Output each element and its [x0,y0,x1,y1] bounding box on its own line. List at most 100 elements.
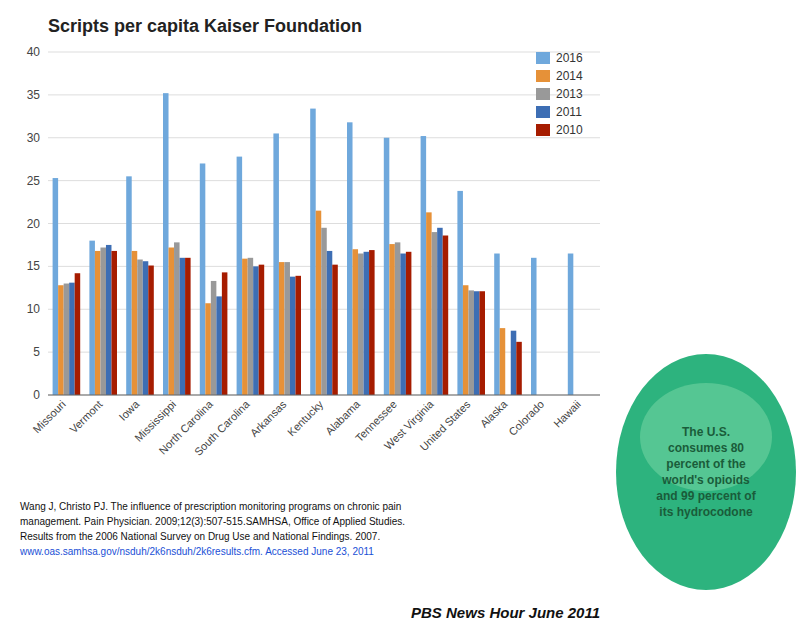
bar [511,331,517,395]
bar [421,136,427,395]
bar [180,258,186,395]
bar [64,284,70,395]
footnote: Wang J, Christo PJ. The influence of pre… [20,501,401,512]
bar [205,303,211,395]
annotation-line: The U.S. [682,425,730,439]
legend-swatch [536,106,550,118]
bar [468,290,474,395]
bar [479,291,485,395]
bar [169,248,175,395]
bar [457,191,463,395]
bar [290,277,296,395]
bar [216,296,222,395]
bar [310,109,316,395]
bar [500,328,506,395]
y-tick-label: 40 [27,45,41,59]
bar [463,285,469,395]
bar [295,276,301,395]
bar [437,228,443,395]
x-axis-line [48,395,600,396]
bar [369,250,375,395]
bars [53,93,574,395]
annotation-line: and 99 percent of [656,489,756,503]
bar [321,228,327,395]
annotation-line: its hydrocodone [659,505,753,519]
bar [126,176,132,395]
footnotes: Wang J, Christo PJ. The influence of pre… [19,501,405,557]
x-tick-label: South Carolina [192,397,253,458]
annotation-highlight [640,383,772,491]
x-axis: MissouriVermontIowaMississippiNorth Caro… [30,397,583,458]
grid-line [48,395,600,396]
bar [358,254,364,395]
chart: Scripts per capita Kaiser Foundation0510… [0,0,802,639]
bar [395,242,401,395]
legend-label: 2014 [556,69,583,83]
y-axis: 0510152025303540 [27,45,600,402]
bar [185,258,191,395]
footnote: Results from the 2006 National Survey on… [20,531,380,542]
legend-label: 2010 [556,123,583,137]
bar [69,283,75,395]
bar [53,178,59,395]
bar [327,251,333,395]
bar [143,261,149,395]
legend: 20162014201320112010 [536,51,583,137]
bar [163,93,169,395]
bar [316,211,322,395]
legend-label: 2016 [556,51,583,65]
y-tick-label: 5 [33,345,40,359]
bar [347,122,353,395]
x-tick-label: United States [417,398,473,454]
footnote: management. Pain Physician. 2009;12(3):5… [20,516,405,527]
bar [106,245,112,395]
bar [253,266,259,395]
y-tick-label: 20 [27,217,41,231]
x-tick-label: Alaska [478,397,510,429]
title: Scripts per capita Kaiser Foundation [48,16,362,36]
x-tick-label: Arkansas [248,398,289,439]
bar [237,157,243,395]
grid-line [48,94,600,95]
bar [474,291,480,395]
bar [279,262,285,395]
bar [259,265,265,395]
bar [426,212,432,395]
legend-swatch [536,70,550,82]
bar [494,254,500,395]
bar [389,244,395,395]
annotation-bubble: The U.S.consumes 80percent of theworld's… [616,354,796,590]
legend-swatch [536,52,550,64]
bar [111,251,117,395]
annotation-line: percent of the [666,457,746,471]
bar [242,259,248,395]
legend-label: 2013 [556,87,583,101]
bar [222,272,228,395]
bar [516,342,522,395]
x-tick-label: Vermont [67,398,104,435]
bar [58,285,64,395]
bar [248,258,254,395]
y-tick-label: 10 [27,302,41,316]
bar [568,254,574,395]
footnote: www.oas.samhsa.gov/nsduh/2k6nsduh/2k6res… [19,546,374,557]
bar [531,258,537,395]
bar [211,281,217,395]
legend-swatch [536,88,550,100]
x-tick-label: Hawaii [551,398,583,430]
y-tick-label: 30 [27,131,41,145]
grid-line [48,137,600,138]
background [0,0,802,639]
y-tick-label: 25 [27,174,41,188]
x-tick-label: Missouri [30,398,67,435]
bar [174,242,180,395]
bar [384,138,390,395]
bar [89,241,95,395]
annotation-ellipse [616,354,796,590]
bar [75,273,81,395]
annotation: The U.S.consumes 80percent of theworld's… [656,425,756,519]
x-tick-label: Kentucky [285,398,326,439]
x-tick-label: Iowa [116,397,142,423]
bar [443,236,449,395]
y-tick-label: 35 [27,88,41,102]
